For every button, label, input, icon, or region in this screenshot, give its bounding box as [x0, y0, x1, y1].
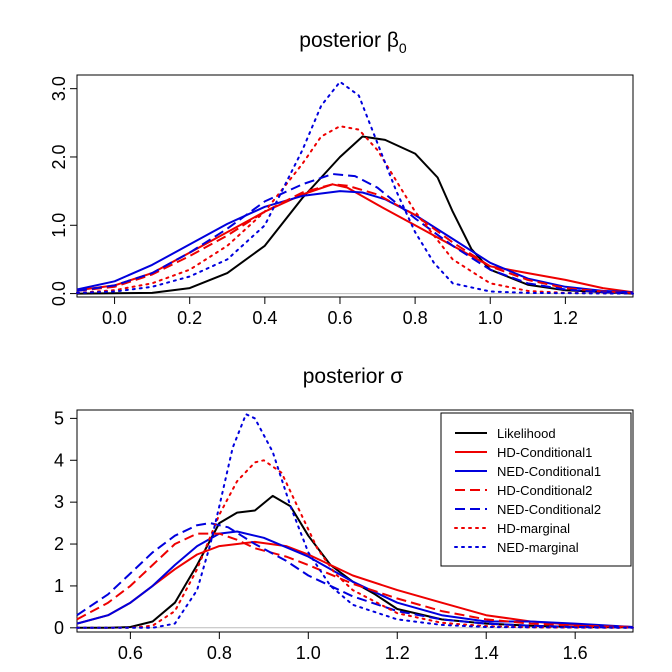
x-tick-label: 1.0: [478, 308, 503, 328]
series-line-ned-conditional2: [76, 522, 634, 629]
y-tick-label: 0.0: [49, 281, 69, 306]
series-group-sigma: [76, 413, 634, 629]
x-tick-label: 0.0: [102, 308, 127, 328]
series-line-ned-conditional1: [76, 190, 634, 294]
series-line-likelihood: [76, 135, 634, 295]
y-axis-sigma: 0 1 2 3 4 5: [54, 408, 77, 638]
x-tick-label: 0.8: [403, 308, 428, 328]
y-tick-label: 1: [54, 576, 64, 596]
x-tick-label: 0.8: [207, 643, 232, 663]
x-tick-label: 1.0: [296, 643, 321, 663]
x-tick-label: 1.2: [553, 308, 578, 328]
legend-label-ned-conditional1: NED-Conditional1: [497, 464, 601, 479]
chart-title-beta0: posterior β0: [299, 29, 407, 56]
y-tick-label: 1.0: [49, 213, 69, 238]
panel-beta0: posterior β0 0.0 0.2 0.4 0.6 0.8 1.0 1.2 0.0 1.…: [49, 29, 634, 328]
legend-label-ned-marginal: NED-marginal: [497, 540, 579, 555]
chart-title-sigma: posterior σ: [303, 365, 404, 388]
series-line-ned-marginal: [76, 80, 634, 295]
legend-label-hd-marginal: HD-marginal: [497, 521, 570, 536]
plot-frame-beta0: [76, 74, 634, 298]
x-tick-label: 1.6: [563, 643, 588, 663]
y-tick-label: 2.0: [49, 144, 69, 169]
y-tick-label: 4: [54, 450, 64, 470]
y-tick-label: 2: [54, 534, 64, 554]
x-tick-label: 1.4: [474, 643, 499, 663]
x-tick-label: 1.2: [385, 643, 410, 663]
plot-frame-sigma: [76, 409, 634, 633]
legend-box: [440, 412, 632, 567]
x-tick-label: 0.6: [327, 308, 352, 328]
y-axis-beta0: 0.0 1.0 2.0 3.0: [49, 76, 77, 306]
y-tick-label: 5: [54, 408, 64, 428]
legend-label-likelihood: Likelihood: [497, 426, 556, 441]
panel-sigma: posterior σ 0.6 0.8 1.0 1.2 1.4 1.6 0 1 2 3 4 5 Li…: [54, 365, 634, 663]
x-axis-sigma: 0.6 0.8 1.0 1.2 1.4 1.6: [118, 632, 588, 663]
y-tick-label: 3.0: [49, 76, 69, 101]
legend-label-ned-conditional2: NED-Conditional2: [497, 502, 601, 517]
x-tick-label: 0.2: [177, 308, 202, 328]
series-line-hd-conditional1: [76, 183, 634, 294]
y-tick-label: 3: [54, 492, 64, 512]
series-line-hd-marginal: [76, 459, 634, 629]
legend-label-hd-conditional1: HD-Conditional1: [497, 445, 592, 460]
series-line-ned-conditional2: [76, 173, 634, 294]
series-group-beta0: [76, 80, 634, 295]
series-line-ned-marginal: [76, 413, 634, 629]
x-tick-label: 0.6: [118, 643, 143, 663]
legend: Likelihood HD-Conditional1 NED-Conditional…: [440, 412, 632, 567]
x-tick-label: 0.4: [252, 308, 277, 328]
x-axis-beta0: 0.0 0.2 0.4 0.6 0.8 1.0 1.2: [102, 297, 578, 328]
y-tick-label: 0: [54, 618, 64, 638]
legend-label-hd-conditional2: HD-Conditional2: [497, 483, 592, 498]
series-line-hd-conditional2: [76, 183, 634, 294]
